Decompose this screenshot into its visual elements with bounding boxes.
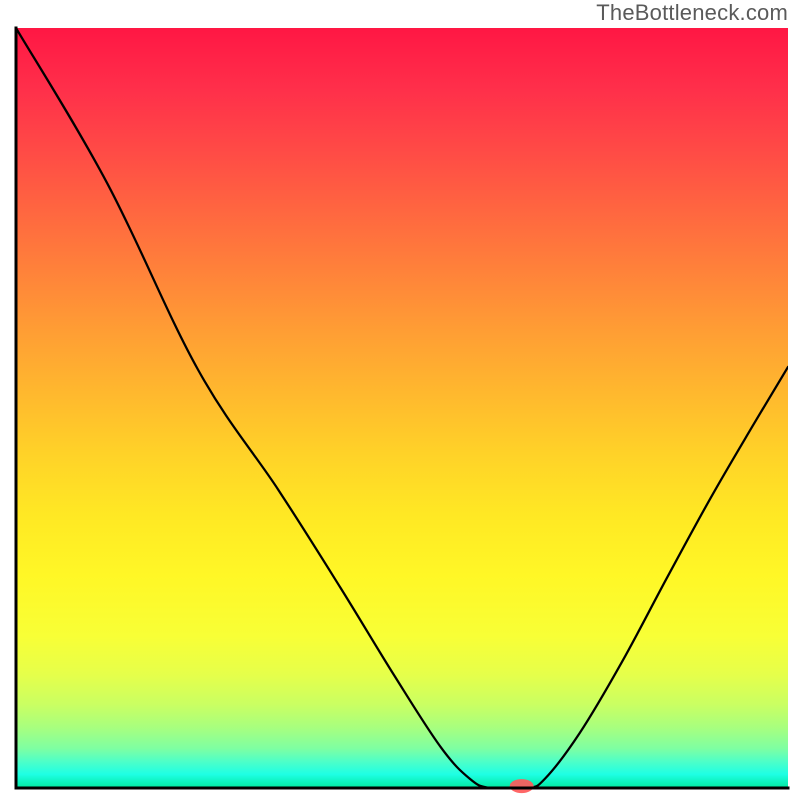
watermark-text: TheBottleneck.com	[596, 0, 788, 26]
optimum-marker	[510, 779, 534, 793]
bottleneck-line-chart	[0, 0, 800, 800]
chart-background	[16, 28, 788, 788]
chart-container: TheBottleneck.com	[0, 0, 800, 800]
